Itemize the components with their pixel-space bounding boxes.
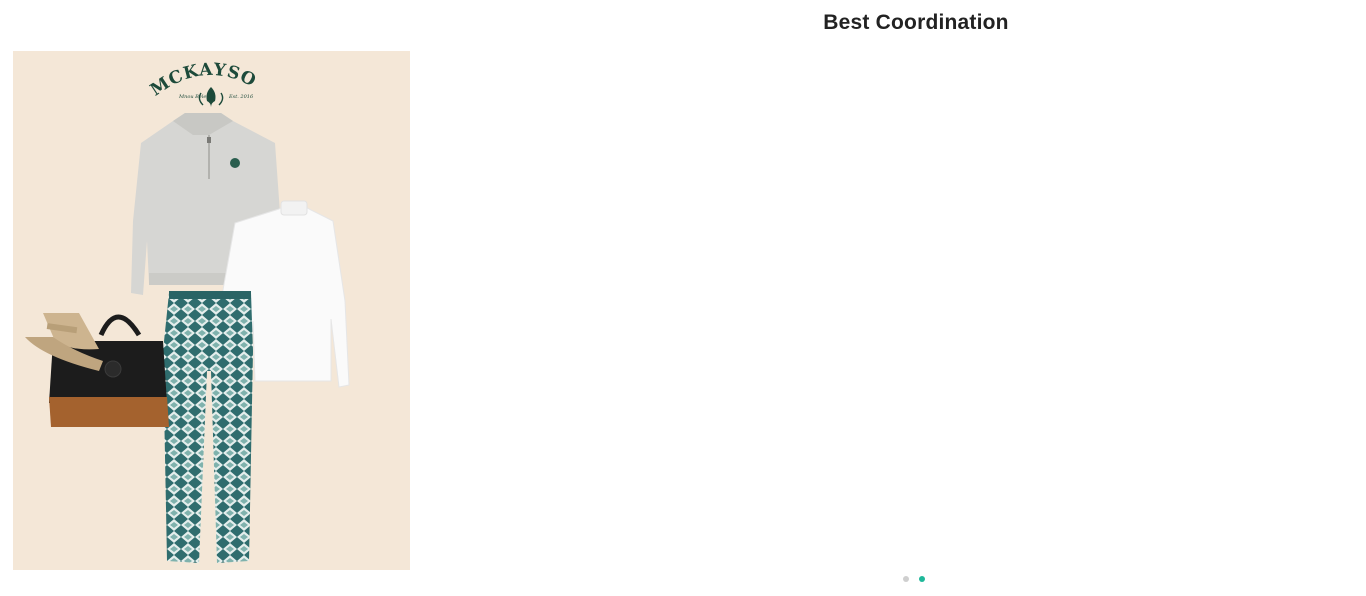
coordination-illustration: MCKAYSON Mnou Bele Est. 2016 [13, 51, 350, 563]
thistle-emblem-icon [198, 87, 224, 107]
coordination-card[interactable]: MCKAYSON Mnou Bele Est. 2016 [13, 51, 410, 570]
carousel-pagination [898, 575, 930, 583]
section-title: Best Coordination [823, 11, 1009, 34]
beige-bucket-hat-icon [25, 313, 103, 371]
pagination-dot-1[interactable] [903, 576, 909, 582]
brand-logo-script-right: Est. 2016 [228, 94, 254, 100]
brand-logo-text: MCKAYSON [13, 51, 259, 100]
brand-logo: MCKAYSON Mnou Bele Est. 2016 [13, 51, 260, 107]
pagination-dot-2-active[interactable] [919, 576, 925, 582]
teal-diamond-pattern-pants-icon [163, 291, 253, 563]
brand-logo-script-left: Mnou Bele [178, 94, 206, 100]
svg-text:MCKAYSON: MCKAYSON [13, 51, 260, 100]
